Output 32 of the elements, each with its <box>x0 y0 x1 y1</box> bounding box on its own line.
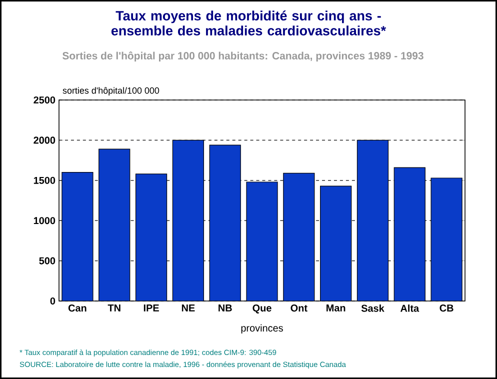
x-tick-label: NE <box>182 304 195 312</box>
bar <box>136 174 167 301</box>
bar <box>283 173 314 301</box>
x-axis-title: provinces <box>241 324 283 334</box>
x-tick-label: Sask <box>361 304 384 312</box>
bar <box>320 186 352 301</box>
bar <box>98 149 130 301</box>
x-tick-label: Man <box>326 304 346 312</box>
y-tick-label: 500 <box>39 257 56 264</box>
bar <box>357 140 388 301</box>
bar <box>210 145 241 301</box>
x-tick-label: NB <box>218 304 232 312</box>
y-axis-title: sorties d'hôpital/100 000 <box>62 87 160 96</box>
x-tick-label: TN <box>108 304 120 312</box>
x-tick-label: Que <box>252 304 272 314</box>
x-tick-label: CB <box>440 304 454 312</box>
x-tick-label: IPE <box>144 304 159 312</box>
y-tick-label: 2000 <box>34 136 56 144</box>
x-tick-label: Can <box>68 304 86 312</box>
chart-title: Taux moyens de morbidité sur cinq ans - ensemble des maladies cardiovasculaires* <box>111 10 386 36</box>
bar <box>430 178 462 301</box>
bar <box>246 182 278 301</box>
chart-subtitle: Sorties de l'hôpital par 100 000 habitants: Canada, provinces 1989 - 1993 <box>62 52 424 62</box>
y-tick-label: 0 <box>50 297 56 305</box>
y-tick-label: 1500 <box>34 176 56 184</box>
bar <box>62 172 93 301</box>
x-tick-label: Alta <box>400 304 420 312</box>
bar <box>394 168 426 301</box>
bar <box>172 140 204 301</box>
y-tick-label: 2500 <box>34 96 56 104</box>
x-tick-label: Ont <box>290 304 308 312</box>
y-tick-label: 1000 <box>34 217 56 224</box>
